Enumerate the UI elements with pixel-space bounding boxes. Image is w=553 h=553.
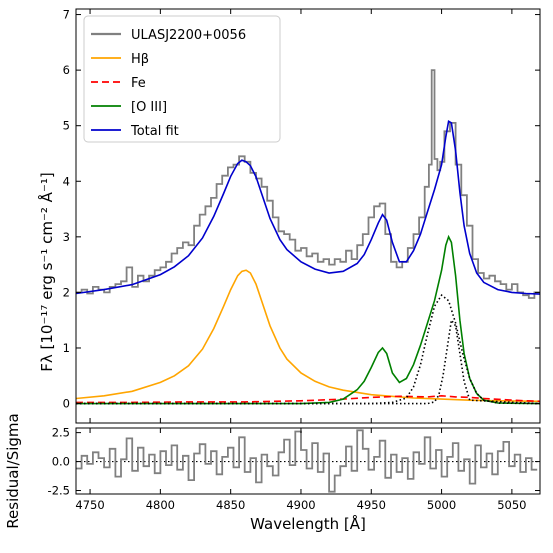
legend: ULASJ2200+0056 Hβ Fe [O III] Total fit (83, 15, 281, 143)
x-tick-label-1: 4800 (146, 498, 175, 512)
main-ytick-label-3: 3 (63, 230, 70, 244)
main-series-line-6 (76, 318, 540, 405)
main-y-ticks: 0 1 2 3 4 5 6 7 (63, 8, 540, 423)
x-tick-label-2: 4850 (216, 498, 245, 512)
x-tick-label-5: 5000 (427, 498, 456, 512)
main-ytick-label-5: 5 (63, 119, 70, 133)
legend-label-4: Total fit (130, 124, 179, 139)
main-ytick-label-6: 6 (63, 63, 70, 77)
legend-box (83, 15, 281, 143)
x-tick-label-3: 4900 (286, 498, 315, 512)
x-axis-label: Wavelength [Å] (250, 514, 366, 533)
residual-y-axis-label: Residual/Sigma (4, 413, 22, 528)
main-series-line-0 (76, 69, 540, 299)
legend-label-2: Fe (131, 76, 146, 91)
legend-label-1: Hβ (131, 52, 149, 67)
main-series-line-1 (76, 269, 540, 403)
main-ytick-label-4: 4 (63, 174, 70, 188)
main-plot-frame (75, 8, 541, 424)
legend-label-3: [O III] (131, 100, 167, 115)
residual-plot-frame (75, 427, 541, 495)
residual-ytick-label-0: -2.5 (48, 484, 70, 498)
main-series-line-5 (76, 294, 540, 405)
x-tick-label-0: 4750 (75, 498, 104, 512)
residual-ytick-label-1: 0.0 (52, 455, 70, 469)
x-tick-label-6: 5050 (497, 498, 526, 512)
x-tick-label-4: 4950 (357, 498, 386, 512)
residual-panel: -2.5 0.0 2.5 4750 4800 4850 4900 4950 5000 5050 R… (4, 413, 541, 533)
residual-series-line-0 (76, 429, 538, 493)
main-y-axis-label: Fλ [10⁻¹⁷ erg s⁻¹ cm⁻² Å⁻¹] (37, 172, 56, 371)
main-series-line-2 (76, 394, 540, 404)
residual-ytick-label-2: 2.5 (52, 426, 70, 440)
legend-label-0: ULASJ2200+0056 (131, 28, 246, 43)
main-panel: 0 1 2 3 4 5 6 7 Fλ [10⁻¹⁷ erg s⁻¹ cm⁻² Å⁻¹] (37, 8, 541, 424)
main-ytick-label-2: 2 (63, 285, 70, 299)
main-ytick-label-7: 7 (63, 8, 70, 22)
main-series-line-4 (76, 120, 540, 295)
residual-ticks: -2.5 0.0 2.5 4750 4800 4850 4900 4950 5000 5050 (48, 426, 540, 512)
main-ytick-label-0: 0 (63, 397, 70, 411)
main-ytick-label-1: 1 (63, 341, 70, 355)
main-series-line-3 (76, 234, 540, 405)
